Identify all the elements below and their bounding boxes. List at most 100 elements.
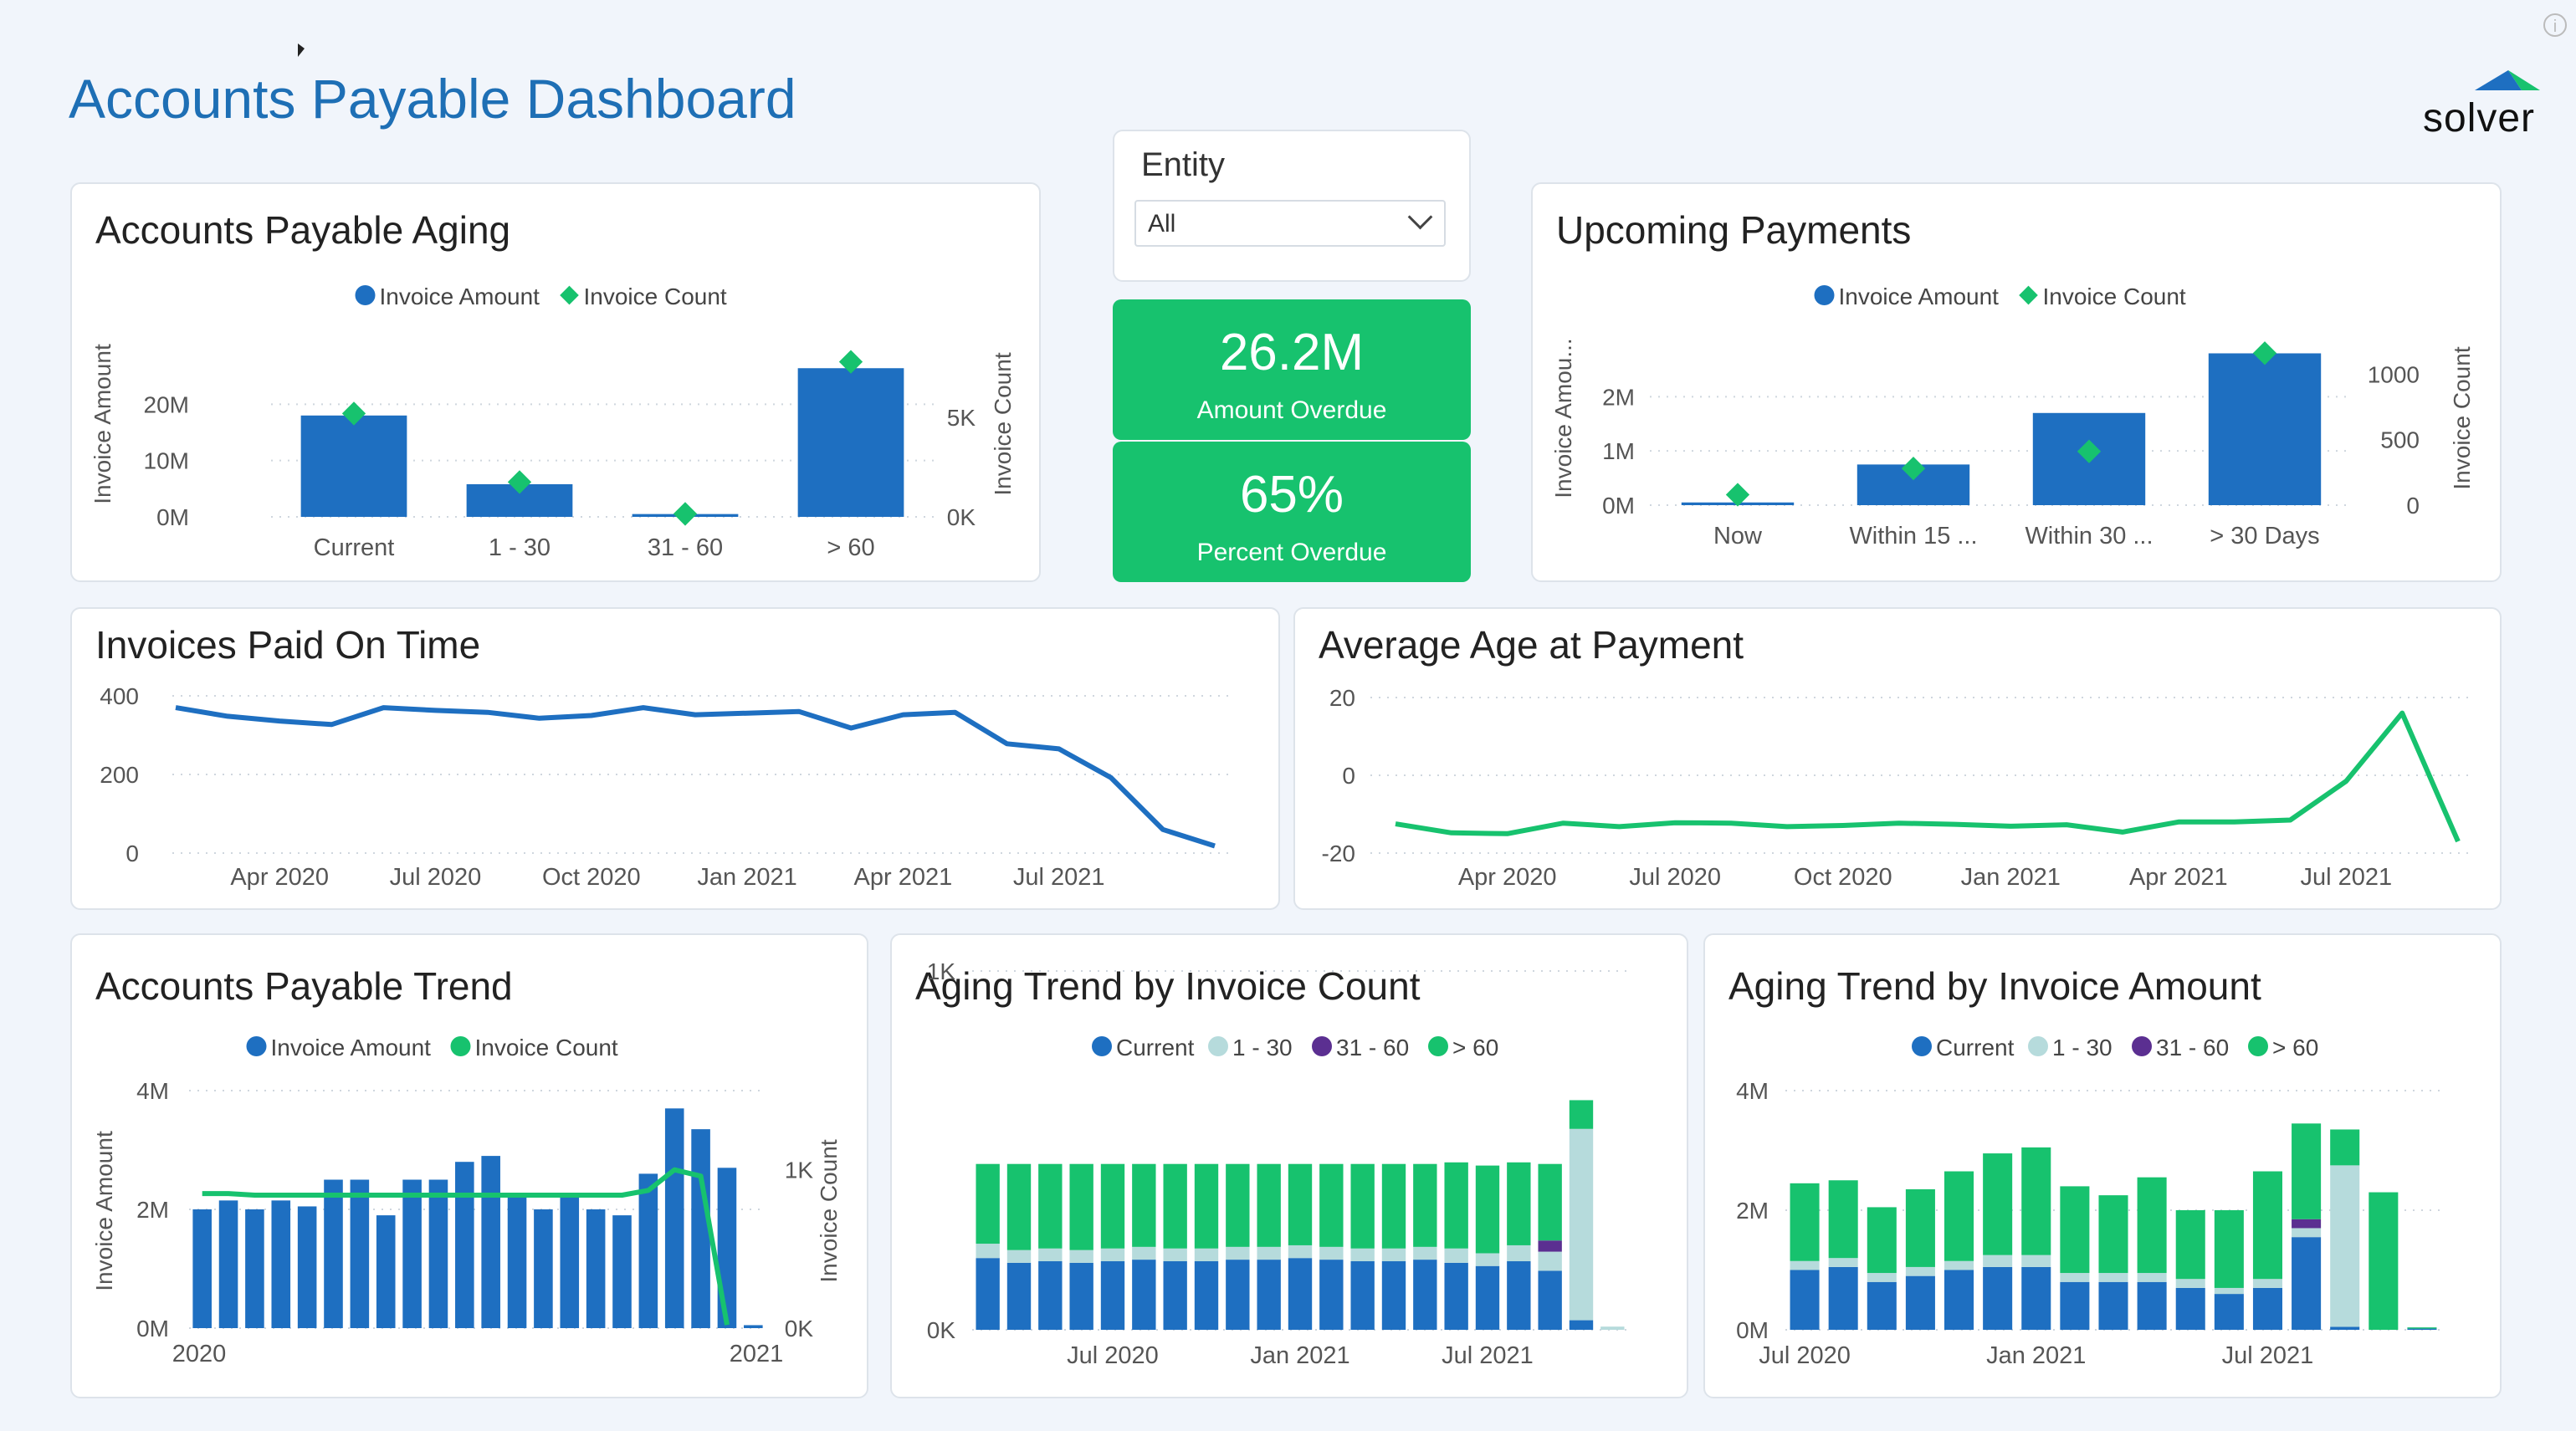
y-tick-label: 4M	[1736, 1078, 1769, 1104]
y-tick-label: 0	[2406, 493, 2420, 519]
bar-segment-over-sixty	[1983, 1153, 2013, 1255]
x-tick-label: 2021	[730, 1341, 784, 1367]
bar-segment-current	[2252, 1287, 2282, 1330]
legend-label: 1 - 30	[2052, 1035, 2113, 1060]
x-tick-label: Oct 2020	[542, 864, 641, 891]
legend-label: Current	[1116, 1035, 1195, 1060]
legend-label: Current	[1936, 1035, 2015, 1060]
bar-segment-one-thirty	[2021, 1255, 2051, 1267]
card-title: Average Age at Payment	[1319, 623, 1744, 667]
bar-segment-current	[1319, 1260, 1344, 1330]
legend-label: Invoice Count	[584, 284, 727, 309]
chart-aging-count[interactable]: Current 1 - 30 31 - 60 > 60 0K 1K Jul 2020 Jan …	[892, 935, 1687, 1397]
mouse-cursor-icon	[298, 43, 305, 57]
bar-segment-current	[1163, 1261, 1187, 1330]
bar-segment-current	[1226, 1260, 1250, 1330]
bar-segment-over-sixty	[2330, 1129, 2360, 1166]
bar-segment-current	[2214, 1294, 2244, 1330]
card-aging-amount: Aging Trend by Invoice Amount Current 1 -…	[1703, 933, 2502, 1398]
bar-segment-current	[1194, 1261, 1219, 1330]
y-tick-label: 1M	[1602, 438, 1635, 464]
kpi-amount-overdue[interactable]: 26.2M Amount Overdue	[1113, 299, 1471, 440]
info-icon[interactable]: i	[2543, 13, 2567, 37]
kpi-label: Amount Overdue	[1196, 396, 1387, 424]
bar-segment-one-thirty	[1475, 1253, 1500, 1266]
bar-segment-one-thirty	[1790, 1260, 1820, 1270]
bar-segment-over-sixty	[1944, 1171, 1974, 1261]
bar-segment-current	[1413, 1260, 1437, 1330]
bar-segment-one-thirty	[1600, 1326, 1625, 1330]
kpi-percent-overdue[interactable]: 65% Percent Overdue	[1113, 442, 1471, 582]
kpi-value: 26.2M	[1219, 324, 1365, 381]
bar-segment-over-sixty	[2098, 1195, 2128, 1274]
bar-segment-over-sixty	[1257, 1163, 1281, 1247]
bar-segment-one-thirty	[2252, 1279, 2282, 1288]
bar	[612, 1215, 632, 1328]
card-title: Aging Trend by Invoice Amount	[1728, 964, 2261, 1008]
axis-title: Invoice Count	[990, 352, 1016, 495]
chart-average-age[interactable]: -20 0 20 Apr 2020 Jul 2020 Oct 2020 Jan 2021 Ap…	[1295, 609, 2500, 908]
legend-marker-circle	[2132, 1036, 2152, 1056]
bar-segment-current	[1350, 1261, 1375, 1330]
chart-paid-on-time[interactable]: 0 200 400 Apr 2020 Jul 2020 Oct 2020 Jan 2021 A…	[72, 609, 1278, 908]
bar-segment-over-sixty	[2021, 1147, 2051, 1255]
bar-segment-over-sixty	[1569, 1100, 1594, 1129]
bar-segment-over-sixty	[976, 1163, 1000, 1244]
legend-marker-circle	[1912, 1036, 1932, 1056]
bar-segment-over-sixty	[1194, 1163, 1219, 1249]
bar-segment-one-thirty	[1069, 1250, 1093, 1263]
bar	[2208, 353, 2322, 505]
bar-segment-current	[1905, 1275, 1935, 1330]
bar-segment-over-sixty	[1381, 1163, 1406, 1249]
bar	[455, 1162, 474, 1328]
x-tick-label: Jan 2021	[1250, 1342, 1349, 1369]
legend-label: 31 - 60	[2156, 1035, 2229, 1060]
chart-upcoming-payments[interactable]: Invoice Amount Invoice Count 0M 1M 2M 0 500 100…	[1533, 184, 2500, 580]
bar-segment-one-thirty	[1867, 1273, 1897, 1282]
bar-segment-current	[976, 1258, 1000, 1330]
chart-aging-amount[interactable]: Current 1 - 30 31 - 60 > 60 0M 2M 4M Jul 2020 Ja…	[1705, 935, 2500, 1397]
bar-segment-current	[1069, 1262, 1093, 1330]
bar-segment-over-sixty	[2175, 1210, 2205, 1280]
x-tick-label: Within 15 ...	[1849, 523, 1977, 549]
entity-dropdown[interactable]: All	[1134, 200, 1446, 247]
axis-title: Invoice Amou...	[1550, 338, 1576, 498]
chart-ap-trend[interactable]: Invoice Amount Invoice Count0M2M4M0K1KInv…	[72, 935, 867, 1397]
bar-segment-current	[1006, 1262, 1032, 1330]
legend-label: Invoice Amount	[380, 284, 540, 309]
legend-marker-circle	[1208, 1036, 1228, 1056]
bar-segment-one-thirty	[1100, 1248, 1125, 1262]
bar-segment-one-thirty	[2214, 1287, 2244, 1295]
bar-segment-over-sixty	[1538, 1163, 1562, 1241]
bar-segment-current	[1381, 1261, 1406, 1330]
bar-segment-current	[1132, 1260, 1156, 1330]
data-point-diamond	[1901, 456, 1926, 481]
bar	[402, 1179, 422, 1328]
bar-segment-one-thirty	[1350, 1248, 1375, 1262]
x-tick-label: Apr 2020	[230, 864, 329, 891]
y-tick-label: 20	[1329, 685, 1355, 711]
y-tick-label: 5K	[947, 405, 976, 431]
bar-segment-current	[2292, 1237, 2322, 1330]
legend-marker-circle	[246, 1036, 267, 1056]
x-tick-label: Jul 2021	[1013, 864, 1105, 891]
bar-segment-over-sixty	[1790, 1183, 1820, 1261]
card-title: Invoices Paid On Time	[95, 623, 481, 667]
legend-marker-circle	[2248, 1036, 2268, 1056]
bar-segment-over-sixty	[1226, 1163, 1250, 1247]
y-tick-label: 20M	[144, 391, 189, 417]
card-upcoming-payments: Upcoming Payments Invoice Amount Invoice …	[1531, 182, 2502, 582]
y-tick-label: 1000	[2368, 361, 2420, 387]
bar-segment-current	[2098, 1281, 2128, 1330]
bar-segment-over-sixty	[1905, 1188, 1935, 1267]
bar-segment-one-thirty	[1257, 1246, 1281, 1260]
bar-segment-one-thirty	[1828, 1258, 1858, 1267]
bar-segment-over-sixty	[2407, 1327, 2437, 1329]
card-ap-aging: Accounts Payable Aging Invoice Amount Inv…	[70, 182, 1041, 582]
chart-ap-aging[interactable]: Invoice Amount Invoice Count 0M 10M 20M 0K 5K I…	[72, 184, 1039, 580]
bar	[638, 1173, 658, 1328]
x-tick-label: Current	[314, 534, 395, 561]
bar-segment-over-sixty	[2137, 1177, 2167, 1274]
bar	[297, 1206, 317, 1328]
bar-segment-current	[1475, 1265, 1500, 1330]
